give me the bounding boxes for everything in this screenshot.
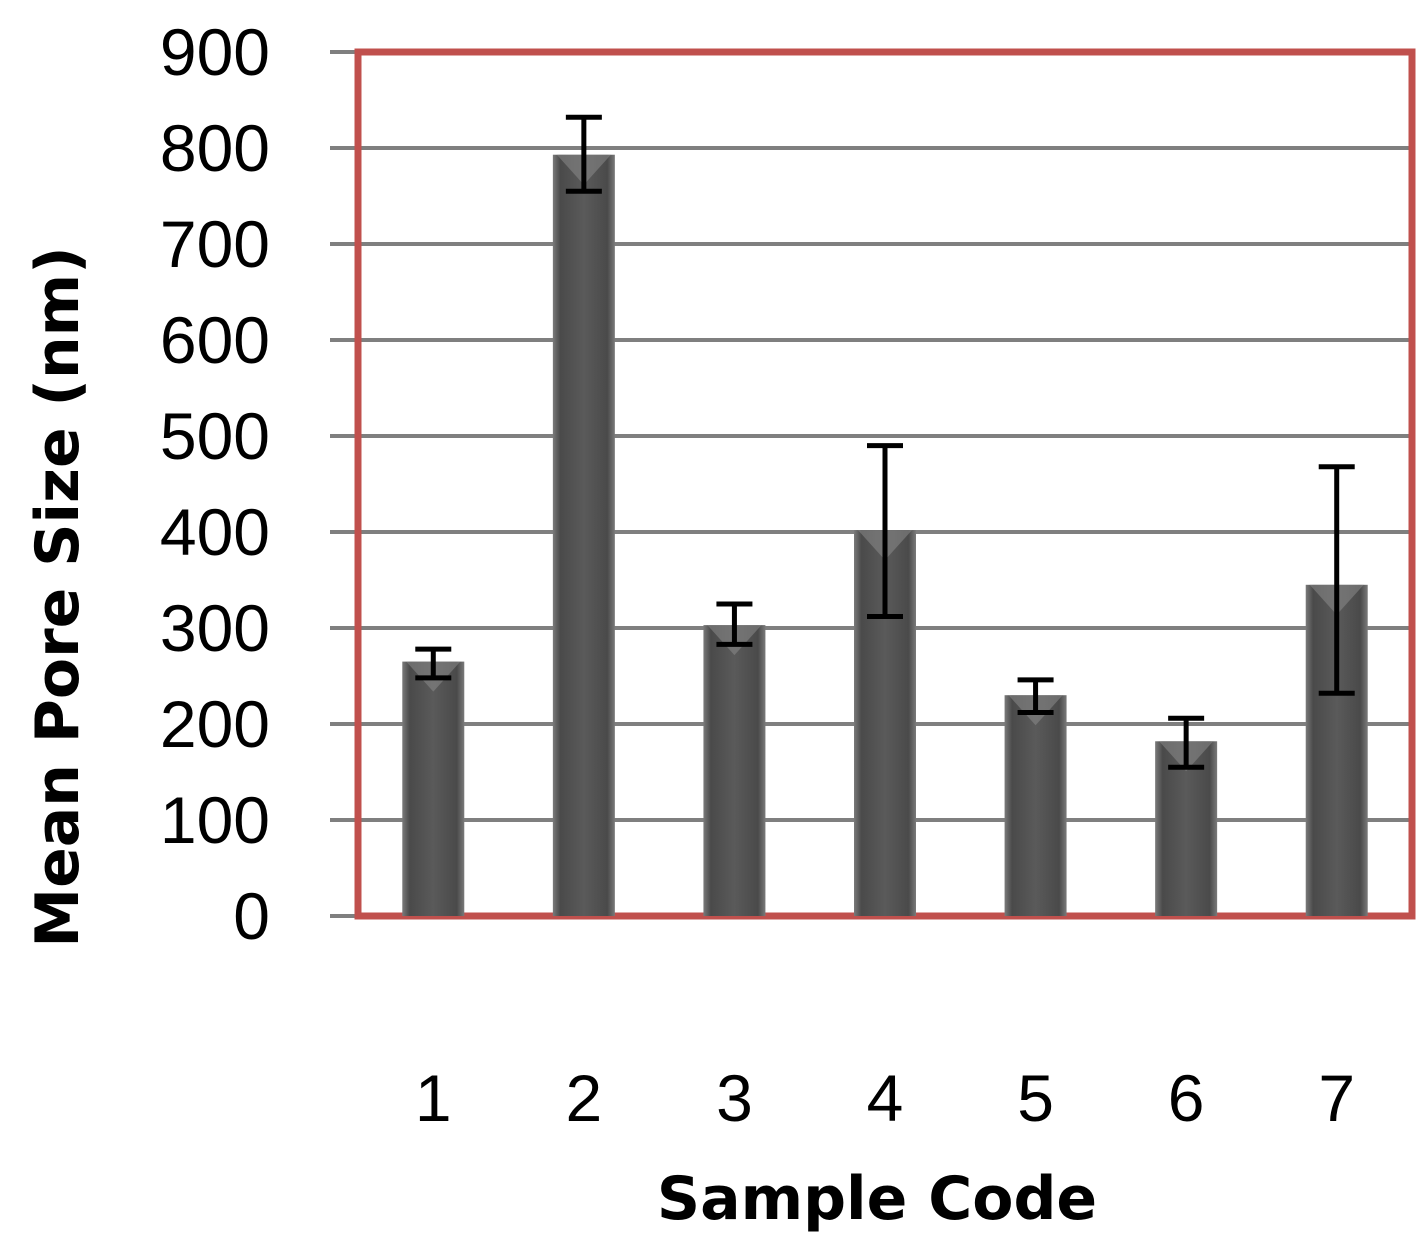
bar: [703, 625, 766, 916]
y-tick-label: 300: [160, 591, 270, 665]
x-tick-label: 7: [1318, 1061, 1355, 1135]
bar: [1004, 695, 1067, 916]
y-tick-label: 100: [160, 783, 270, 857]
x-tick-label: 5: [1017, 1061, 1054, 1135]
y-tick-label: 800: [160, 111, 270, 185]
y-tick-labels: 0 100 200 300 400 500 600 700 800 900: [160, 15, 270, 953]
x-tick-labels: 1 2 3 4 5 6 7: [415, 1061, 1355, 1135]
x-tick-label: 6: [1168, 1061, 1205, 1135]
y-tick-label: 900: [160, 15, 270, 89]
x-tick-label: 3: [716, 1061, 753, 1135]
y-tick-label: 700: [160, 207, 270, 281]
x-axis-title: Sample Code: [657, 1164, 1097, 1234]
y-axis-title: Mean Pore Size (nm): [23, 246, 93, 947]
x-tick-label: 4: [867, 1061, 904, 1135]
bar: [552, 154, 615, 917]
bar: [402, 661, 465, 916]
x-tick-label: 2: [565, 1061, 602, 1135]
y-tick-label: 200: [160, 687, 270, 761]
y-tick-label: 500: [160, 399, 270, 473]
y-tick-label: 400: [160, 495, 270, 569]
y-tick-label: 600: [160, 303, 270, 377]
x-tick-label: 1: [415, 1061, 452, 1135]
error-bars: [415, 114, 1355, 770]
y-tick-label: 0: [233, 879, 270, 953]
